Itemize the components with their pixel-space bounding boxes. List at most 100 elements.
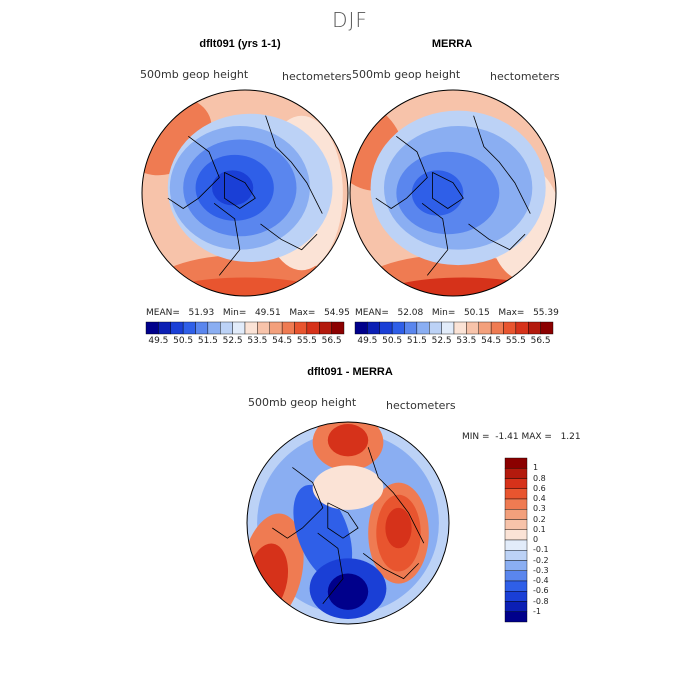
panel-1-title: dflt091 (yrs 1-1) xyxy=(199,38,281,50)
panel-3-boundary xyxy=(246,421,450,625)
panel-3-colorbar-level-8 xyxy=(504,539,528,551)
panel-3-colorbar-level-2 xyxy=(504,478,528,489)
panel-2-boundary xyxy=(349,89,557,297)
panel-2-colorbar-tick: 52.5 xyxy=(431,336,452,346)
panel-1-units: hectometers xyxy=(282,70,352,83)
panel-2-colorbar-level-7 xyxy=(441,321,455,335)
panel-3-colorbar-level-0 xyxy=(504,457,528,469)
panel-2-min: 50.15 xyxy=(463,308,490,318)
panel-2-max-label: Max= xyxy=(498,308,525,318)
panel-1-max-label: Max= xyxy=(289,308,316,318)
panel-1-colorbar-tick: 55.5 xyxy=(296,336,317,346)
panel-2-units: hectometers xyxy=(490,70,560,83)
panel-3-colorbar-tick: 1 xyxy=(533,463,539,473)
panel-1-colorbar-level-9 xyxy=(257,321,270,335)
panel-3-colorbar-level-6 xyxy=(504,519,528,530)
panel-1-colorbar-level-4 xyxy=(195,321,209,335)
panel-2-colorbar-level-4 xyxy=(404,321,418,335)
figure-title: DJF xyxy=(332,8,368,32)
panel-1-colorbar-level-0 xyxy=(145,321,159,335)
panel-1-mean: 51.93 xyxy=(188,308,215,318)
panel-2-colorbar-level-0 xyxy=(354,321,368,335)
panel-1-colorbar-tick: 54.5 xyxy=(272,336,293,346)
panel-1-colorbar-level-8 xyxy=(244,321,258,335)
panel-3-colorbar-level-4 xyxy=(504,498,528,510)
panel-3-colorbar-tick: -0.6 xyxy=(533,586,549,596)
panel-2-mean: 52.08 xyxy=(397,308,424,318)
panel-2-stats: MEAN= 52.08 Min= 50.15 Max= 55.39 xyxy=(355,308,559,318)
panel-2-colorbar-level-15 xyxy=(540,321,554,335)
panel-3-map xyxy=(246,421,450,625)
panel-3-title: dflt091 - MERRA xyxy=(307,366,393,378)
panel-3-colorbar-tick: 0.3 xyxy=(533,504,546,514)
panel-2-colorbar-level-9 xyxy=(466,321,479,335)
panel-3-coastline-4 xyxy=(327,502,359,539)
panel-3-stats: MIN = -1.41 MAX = 1.21 xyxy=(462,432,581,442)
panel-3-coastline-1 xyxy=(317,532,344,605)
panel-3-colorbar-tick: -0.2 xyxy=(533,555,549,565)
panel-2-colorbar-tick: 50.5 xyxy=(382,336,403,346)
panel-3-coastline-3 xyxy=(362,552,419,580)
panel-1-coastline-4 xyxy=(224,172,256,209)
panel-3-colorbar-level-11 xyxy=(504,570,528,582)
panel-3-colorbar-tick: 0 xyxy=(533,535,539,544)
panel-1-colorbar-level-6 xyxy=(220,321,233,335)
panel-2-colorbar-level-6 xyxy=(429,321,442,335)
panel-2-title: MERRA xyxy=(431,38,473,50)
panel-3-colorbar xyxy=(504,457,528,623)
panel-3-field xyxy=(247,422,449,624)
panel-3-colorbar-tick: 0.6 xyxy=(533,483,546,493)
panel-3-units: hectometers xyxy=(386,399,456,412)
panel-3-coastline-0 xyxy=(272,467,324,539)
panel-1-colorbar-tick: 52.5 xyxy=(222,336,243,346)
panel-3-min-label: MIN = xyxy=(462,432,490,442)
panel-1-coastline-3 xyxy=(260,223,318,251)
panel-3-colorbar-level-13 xyxy=(504,591,528,602)
panel-3-colorbar-level-10 xyxy=(504,560,528,571)
panel-2-coastline-3 xyxy=(468,223,526,251)
panel-1-colorbar-tick: 49.5 xyxy=(148,336,169,346)
panel-1-colorbar-tick: 56.5 xyxy=(321,336,342,346)
panel-3-colorbar-level-15 xyxy=(504,611,528,623)
panel-1-colorbar-level-1 xyxy=(158,321,171,335)
panel-1-colorbar-level-15 xyxy=(331,321,345,335)
panel-1-colorbar-level-5 xyxy=(207,321,221,335)
panel-3-colorbar-tick: -0.4 xyxy=(533,576,549,585)
panel-3-max: 1.21 xyxy=(560,432,581,442)
panel-2-colorbar-tick: 53.5 xyxy=(456,336,477,346)
panel-1-field xyxy=(142,90,348,296)
panel-1-map xyxy=(141,89,349,297)
panel-2-field xyxy=(350,90,556,296)
panel-1-colorbar-tick: 50.5 xyxy=(173,336,194,346)
panel-1-colorbar-level-10 xyxy=(269,321,283,335)
panel-1-colorbar-level-14 xyxy=(319,321,332,335)
panel-1-colorbar-level-13 xyxy=(306,321,320,335)
panel-3-colorbar-level-1 xyxy=(504,468,528,479)
panel-1-colorbar-level-2 xyxy=(170,321,184,335)
panel-3-contour-11 xyxy=(327,573,369,610)
panel-1-colorbar-tick: 51.5 xyxy=(197,336,218,346)
panel-1-stats: MEAN= 51.93 Min= 49.51 Max= 54.95 xyxy=(146,308,350,318)
panel-1-mean-label: MEAN= xyxy=(146,308,180,318)
panel-3-max-label: MAX = xyxy=(521,432,552,442)
panel-1-colorbar-level-12 xyxy=(294,321,308,335)
panel-1-coastline-0 xyxy=(167,135,220,209)
panel-1-max: 54.95 xyxy=(324,308,350,318)
panel-2-max: 55.39 xyxy=(533,308,559,318)
panel-2-colorbar-tick: 54.5 xyxy=(481,336,502,346)
panel-3-colorbar-level-12 xyxy=(504,580,528,592)
panel-1-colorbar-level-11 xyxy=(281,321,295,335)
panel-2-colorbar-tick: 56.5 xyxy=(530,336,551,346)
panel-2-coastline-2 xyxy=(473,115,531,214)
panel-3-colorbar-tick: 0.8 xyxy=(533,473,546,483)
panel-3-contour-12 xyxy=(312,465,384,510)
panel-3-colorbar-tick: -0.8 xyxy=(533,596,549,606)
panel-1-min-label: Min= xyxy=(222,308,247,318)
panel-2-colorbar xyxy=(354,321,554,335)
panel-2-colorbar-level-1 xyxy=(367,321,380,335)
panel-2-colorbar-tick: 55.5 xyxy=(505,336,526,346)
panel-2-colorbar-level-11 xyxy=(490,321,504,335)
panel-3-colorbar-level-3 xyxy=(504,488,528,500)
panel-2-colorbar-level-8 xyxy=(453,321,467,335)
panel-1-colorbar-level-7 xyxy=(232,321,246,335)
